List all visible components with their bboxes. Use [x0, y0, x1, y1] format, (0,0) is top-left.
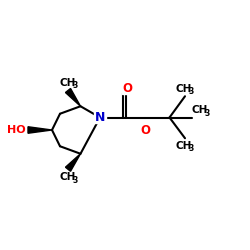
Polygon shape: [66, 154, 80, 171]
Text: CH: CH: [176, 84, 192, 94]
Text: O: O: [140, 124, 150, 137]
Bar: [140, 126, 149, 136]
Text: CH: CH: [192, 105, 208, 115]
Bar: [122, 84, 132, 94]
Text: CH: CH: [60, 172, 76, 182]
Text: CH: CH: [60, 78, 76, 88]
Polygon shape: [66, 88, 80, 106]
Bar: [94, 112, 106, 123]
Text: 3: 3: [72, 176, 78, 185]
Text: HO: HO: [8, 125, 26, 135]
Text: O: O: [122, 82, 132, 95]
Text: 3: 3: [204, 108, 210, 118]
Text: 3: 3: [72, 81, 78, 90]
Text: 3: 3: [188, 144, 194, 153]
Polygon shape: [28, 127, 52, 133]
Text: 3: 3: [188, 87, 194, 96]
Text: N: N: [95, 111, 105, 124]
Text: CH: CH: [176, 141, 192, 151]
